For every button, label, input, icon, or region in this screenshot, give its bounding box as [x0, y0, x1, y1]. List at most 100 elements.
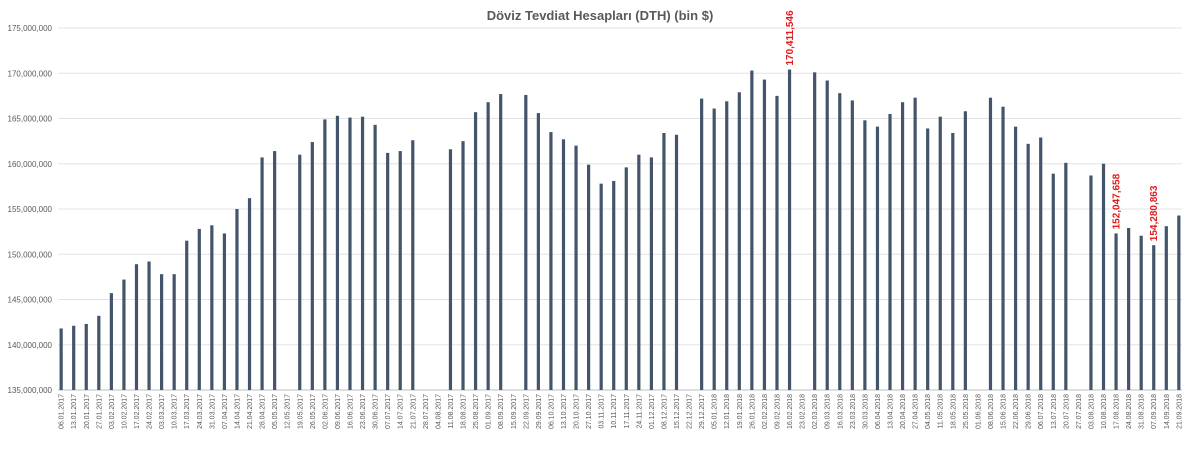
y-tick-label: 140,000,000 [8, 341, 53, 350]
x-axis-ticks: 06.01.2017 13.01.2017 20.01.2017 27.01.2017… [59, 394, 1184, 429]
bar [461, 141, 465, 390]
bar [273, 151, 277, 390]
x-tick-label: 07.04.2017 [222, 394, 229, 429]
bar [335, 115, 340, 390]
x-tick-label: 19.05.2017 [297, 394, 304, 429]
bar [386, 152, 390, 390]
bar [737, 92, 741, 390]
bar [298, 154, 302, 390]
bar [499, 94, 503, 390]
x-tick-label: 03.03.2017 [159, 394, 166, 429]
bar [134, 264, 139, 390]
x-tick-label: 14.07.2017 [398, 394, 405, 429]
bar [674, 134, 679, 390]
bar [1089, 175, 1093, 390]
bar [875, 126, 880, 391]
bar [813, 72, 817, 390]
chart-title: Döviz Tevdiat Hesapları (DTH) (bin $) [486, 8, 714, 23]
x-tick-label: 27.07.2018 [1076, 394, 1083, 429]
y-axis-ticks: 135,000,000 140,000,000 145,000,000 150,000… [8, 24, 53, 395]
bar [951, 132, 955, 391]
x-tick-label: 21.09.2018 [1176, 394, 1183, 429]
bar [197, 228, 201, 390]
x-tick-label: 17.11.2017 [624, 394, 631, 429]
x-tick-label: 01.09.2017 [486, 394, 493, 429]
bar [185, 240, 189, 390]
x-tick-label: 14.04.2017 [234, 394, 241, 429]
x-tick-label: 04.08.2017 [435, 394, 442, 429]
x-tick-label: 29.09.2017 [536, 394, 543, 429]
x-tick-label: 09.02.2018 [774, 394, 781, 429]
x-tick-label: 23.06.2017 [360, 394, 367, 429]
x-tick-label: 14.09.2018 [1164, 394, 1171, 429]
x-tick-label: 27.10.2017 [586, 394, 593, 429]
bar [963, 111, 967, 390]
bar [926, 128, 930, 390]
bar [72, 325, 76, 390]
x-tick-label: 30.03.2018 [862, 394, 869, 429]
bar [662, 132, 666, 391]
bar [160, 274, 164, 390]
bar [1039, 137, 1043, 390]
bar [1177, 215, 1181, 390]
bar [624, 167, 628, 390]
x-tick-label: 04.05.2018 [925, 394, 932, 429]
x-tick-label: 21.07.2017 [410, 394, 417, 429]
x-tick-label: 13.10.2017 [561, 394, 568, 429]
x-tick-label: 16.03.2018 [837, 394, 844, 429]
x-tick-label: 13.07.2018 [1051, 394, 1058, 429]
x-tick-label: 31.08.2018 [1139, 394, 1146, 429]
bar [988, 97, 993, 390]
x-tick-label: 18.05.2018 [950, 394, 957, 429]
x-tick-label: 30.06.2017 [373, 394, 380, 429]
x-tick-label: 24.03.2017 [197, 394, 204, 429]
x-tick-label: 03.02.2017 [109, 394, 116, 429]
x-tick-label: 06.10.2017 [548, 394, 555, 429]
x-tick-label: 12.05.2017 [285, 394, 292, 429]
bar [222, 233, 227, 390]
x-tick-label: 02.03.2018 [812, 394, 819, 429]
bar [147, 261, 151, 390]
x-tick-label: 15.09.2017 [511, 394, 518, 429]
bar [825, 80, 829, 391]
x-tick-label: 15.12.2017 [674, 394, 681, 429]
bars [59, 69, 1181, 391]
bar [1152, 245, 1156, 390]
bar [775, 95, 779, 390]
x-tick-label: 11.05.2018 [938, 394, 945, 429]
x-tick-label: 02.02.2018 [762, 394, 769, 429]
x-tick-label: 10.03.2017 [172, 394, 179, 429]
bar [360, 116, 365, 390]
x-tick-label: 19.01.2018 [737, 394, 744, 429]
bar [863, 120, 867, 390]
x-tick-label: 31.03.2017 [209, 394, 216, 429]
x-tick-label: 08.09.2017 [498, 394, 505, 429]
x-tick-label: 08.12.2017 [661, 394, 668, 429]
x-tick-label: 09.06.2017 [335, 394, 342, 429]
x-tick-label: 05.01.2018 [712, 394, 719, 429]
x-tick-label: 23.02.2018 [800, 394, 807, 429]
x-tick-label: 06.01.2017 [59, 394, 66, 429]
x-tick-label: 10.11.2017 [611, 394, 618, 429]
x-tick-label: 24.02.2017 [147, 394, 154, 429]
x-tick-label: 06.04.2018 [875, 394, 882, 429]
bar [1001, 106, 1005, 391]
x-tick-label: 20.04.2018 [900, 394, 907, 429]
x-tick-label: 06.07.2018 [1038, 394, 1045, 429]
bar [587, 164, 591, 390]
bar [122, 279, 126, 390]
annotations: 170,411,546 152,047,658 154,280,863 [785, 10, 1160, 241]
bar [1013, 126, 1018, 391]
x-tick-label: 18.08.2017 [461, 394, 468, 429]
bar [210, 225, 214, 390]
x-tick-label: 20.07.2018 [1063, 394, 1070, 429]
x-tick-label: 12.01.2018 [724, 394, 731, 429]
bar [260, 157, 264, 390]
x-tick-label: 25.08.2017 [473, 394, 480, 429]
bar [1026, 143, 1030, 390]
bar [235, 209, 239, 390]
x-tick-label: 07.09.2018 [1151, 394, 1158, 429]
bar [448, 149, 453, 390]
